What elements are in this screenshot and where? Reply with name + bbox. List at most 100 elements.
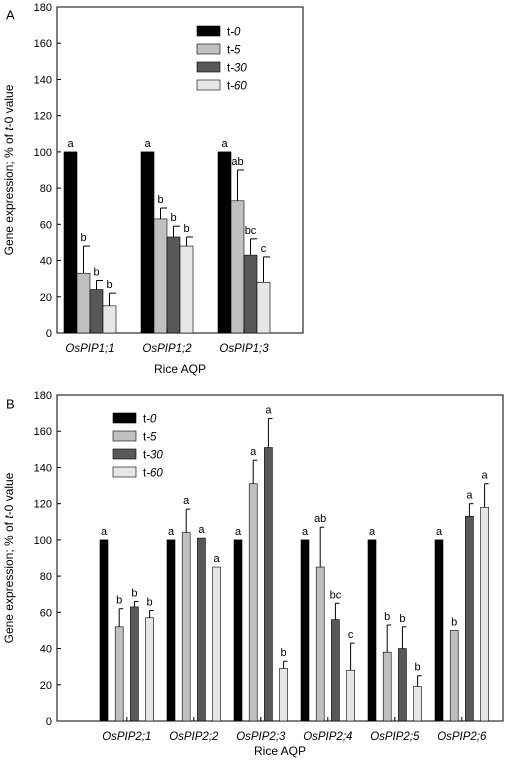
bar: [166, 539, 176, 722]
significance-letter: bc: [245, 225, 257, 237]
bar: [300, 539, 310, 722]
significance-letter: a: [482, 470, 489, 482]
bar: [89, 289, 104, 334]
y-tick-label: 20: [40, 292, 52, 304]
bar: [63, 151, 78, 334]
legend-label: t-0: [227, 27, 241, 39]
legend-label: t-0: [143, 414, 157, 426]
significance-letter: b: [451, 616, 457, 628]
significance-letter: b: [157, 194, 163, 206]
bar: [233, 539, 243, 722]
y-tick-label: 140: [34, 462, 52, 474]
legend-label: t-5: [143, 432, 157, 444]
bar: [256, 281, 271, 334]
y-tick-label: 20: [40, 680, 52, 692]
y-tick-label: 40: [40, 644, 52, 656]
category-label: OsPIP1;2: [142, 343, 192, 355]
category-label: OsPIP2;4: [303, 731, 352, 743]
significance-letter: b: [281, 647, 287, 659]
bar: [449, 630, 459, 722]
significance-letter: a: [67, 138, 74, 150]
bar: [99, 539, 109, 722]
significance-letter: a: [183, 495, 190, 507]
significance-letter: b: [131, 587, 137, 599]
legend-label: t-30: [227, 63, 247, 75]
significance-letter: b: [415, 662, 421, 674]
bar: [346, 669, 355, 722]
bar: [217, 151, 232, 334]
bar: [102, 305, 117, 334]
significance-letter: b: [80, 232, 86, 244]
bar: [230, 200, 245, 334]
x-axis-label: Rice AQP: [254, 744, 306, 758]
bar: [76, 272, 91, 334]
y-tick-label: 140: [34, 74, 52, 86]
significance-letter: a: [265, 405, 272, 417]
significance-letter: bc: [330, 589, 342, 601]
bar: [480, 506, 489, 722]
significance-letter: b: [399, 613, 405, 625]
significance-letter: a: [250, 446, 257, 458]
y-tick-label: 120: [34, 499, 52, 511]
y-tick-label: 100: [34, 535, 52, 547]
legend-label: t-30: [143, 450, 163, 462]
bar: [166, 236, 181, 334]
legend-swatch: [112, 430, 137, 442]
category-label: OsPIP2;5: [370, 731, 420, 743]
legend-swatch: [196, 79, 221, 91]
bar: [331, 619, 340, 722]
significance-letter: b: [384, 611, 390, 623]
bar: [279, 668, 288, 722]
significance-letter: a: [436, 526, 443, 538]
legend-swatch: [112, 448, 137, 460]
y-tick-label: 60: [40, 607, 52, 619]
category-label: OsPIP2;1: [102, 731, 151, 743]
bar: [145, 617, 154, 722]
legend-swatch: [112, 466, 137, 478]
y-tick-label: 0: [46, 716, 52, 728]
legend-swatch: [112, 412, 137, 424]
significance-letter: b: [93, 266, 99, 278]
significance-letter: a: [214, 553, 221, 565]
bar: [465, 516, 474, 722]
bar: [243, 254, 258, 334]
category-label: OsPIP1;3: [219, 343, 269, 355]
y-tick-label: 180: [34, 2, 52, 14]
significance-letter: ab: [314, 513, 326, 525]
significance-letter: a: [369, 526, 376, 538]
significance-letter: a: [235, 526, 242, 538]
bar: [140, 151, 155, 334]
panel-label: B: [6, 397, 15, 412]
category-label: OsPIP2;6: [437, 731, 487, 743]
bar: [382, 651, 392, 722]
legend-swatch: [196, 61, 221, 73]
significance-letter: b: [116, 595, 122, 607]
y-axis-label: Gene expression; % of t-0 value: [2, 84, 16, 255]
bar: [248, 483, 258, 722]
category-label: OsPIP2;2: [169, 731, 219, 743]
significance-letter: a: [198, 524, 205, 536]
significance-letter: c: [348, 629, 354, 641]
bar: [130, 606, 139, 722]
significance-letter: a: [221, 138, 228, 150]
y-tick-label: 160: [34, 426, 52, 438]
bar: [114, 626, 124, 722]
significance-letter: c: [261, 243, 267, 255]
legend-label: t-5: [227, 45, 241, 57]
bar: [212, 566, 221, 722]
significance-letter: a: [168, 526, 175, 538]
y-tick-label: 40: [40, 256, 52, 268]
y-tick-label: 80: [40, 571, 52, 583]
y-tick-label: 120: [34, 111, 52, 123]
y-tick-label: 80: [40, 183, 52, 195]
bar: [153, 218, 168, 334]
legend-swatch: [196, 25, 221, 37]
significance-letter: ab: [231, 156, 243, 168]
significance-letter: b: [183, 223, 189, 235]
y-tick-label: 0: [46, 328, 52, 340]
bar: [398, 648, 407, 722]
bar: [367, 539, 377, 722]
y-tick-label: 180: [34, 390, 52, 402]
y-axis-label: Gene expression; % of t-0 value: [2, 472, 16, 643]
